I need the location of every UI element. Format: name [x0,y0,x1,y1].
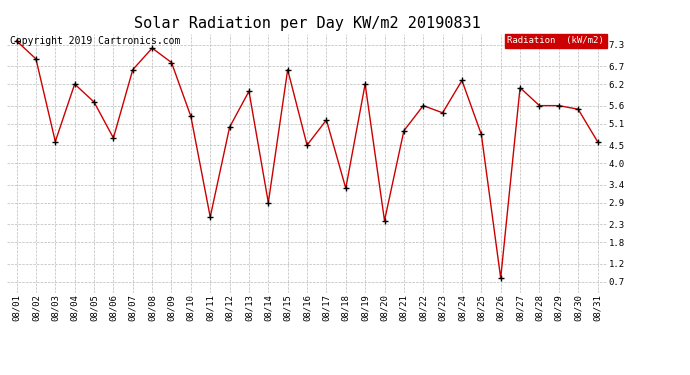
Text: Copyright 2019 Cartronics.com: Copyright 2019 Cartronics.com [10,36,180,46]
Text: Radiation  (kW/m2): Radiation (kW/m2) [507,36,604,45]
Title: Solar Radiation per Day KW/m2 20190831: Solar Radiation per Day KW/m2 20190831 [134,16,480,31]
